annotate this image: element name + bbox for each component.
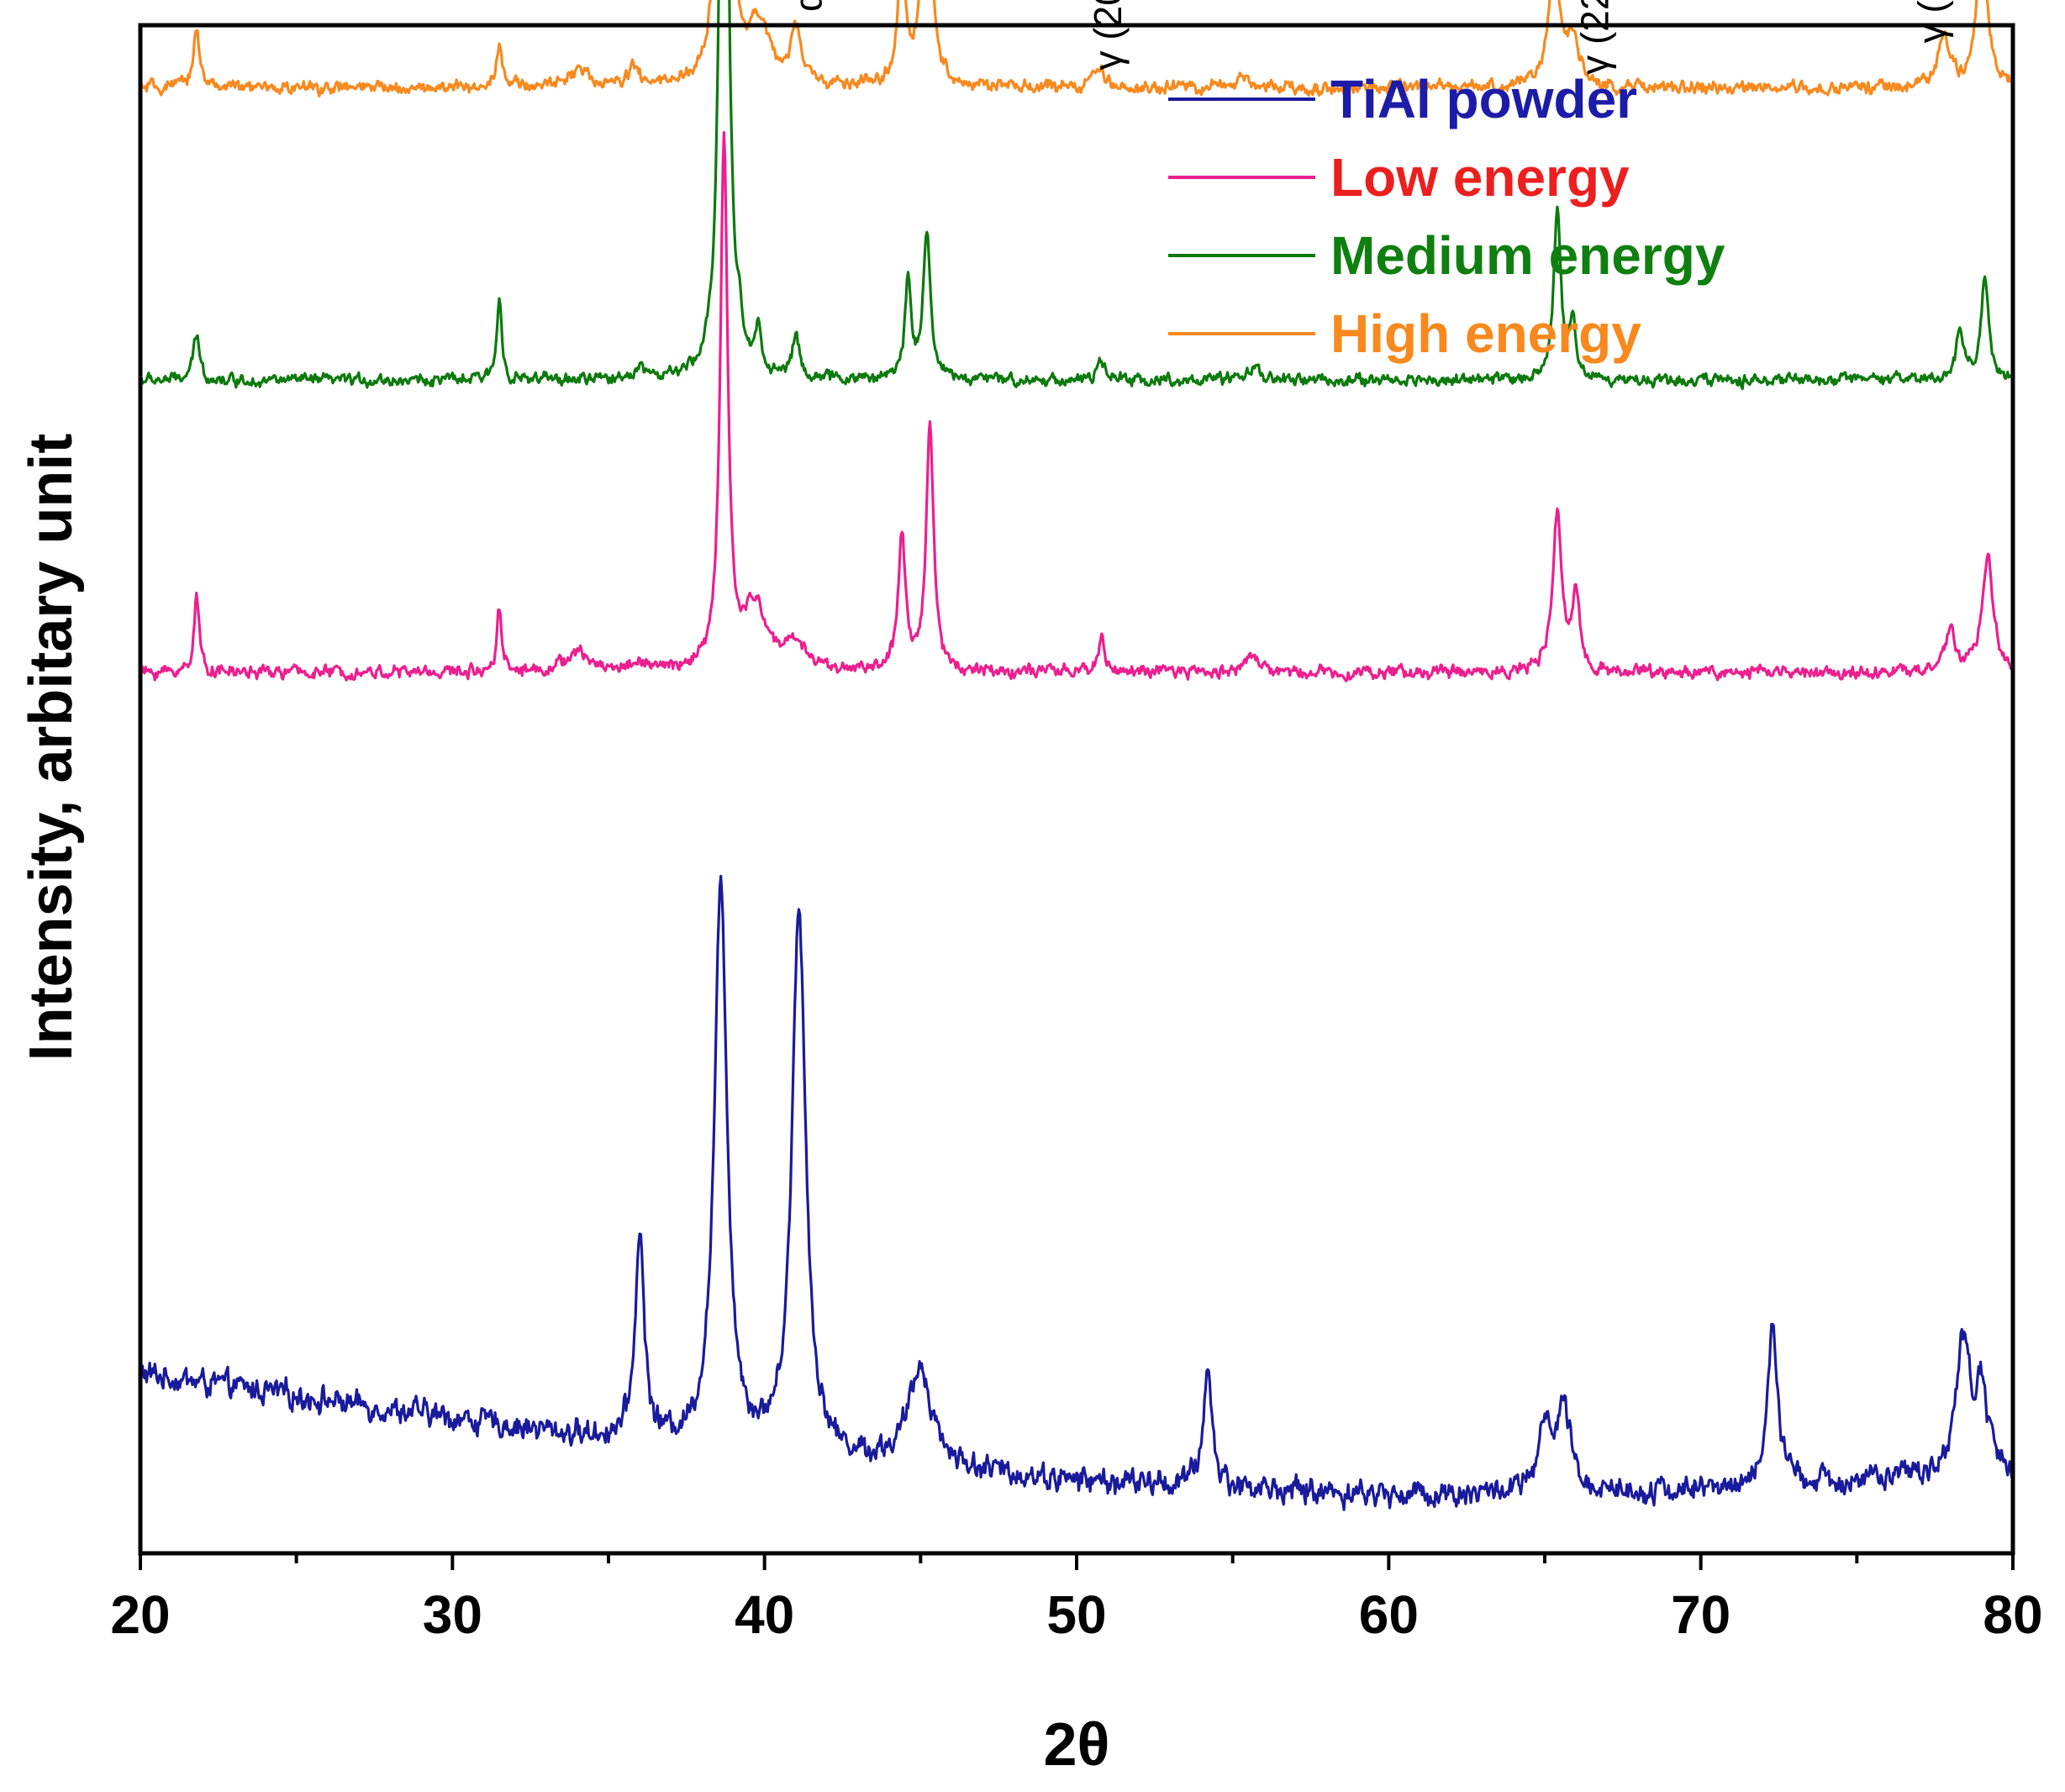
legend: TiAl powder Low energy Medium energy High e… [1168, 69, 1725, 364]
peak-annotations: γ (001)γ (110)B2 (100)α2 (200)γ (111)α2 … [787, 0, 1954, 75]
peak-annotation: γ (131) [1910, 0, 1953, 43]
x-tick-label: 80 [1983, 1584, 2042, 1645]
series-layer [139, 0, 2015, 1511]
peak-annotation: α2 (201) [787, 0, 830, 12]
series-line-tial-powder [139, 874, 2015, 1511]
x-tick-label: 70 [1671, 1584, 1730, 1645]
x-axis-title: 2θ [1044, 1711, 1110, 1779]
x-tick-label: 40 [735, 1584, 794, 1645]
x-tick-label: 60 [1359, 1584, 1419, 1645]
x-axis-ticks: 20 30 40 50 60 70 80 [110, 1553, 2043, 1645]
legend-label-low-energy: Low energy [1330, 147, 1630, 208]
peak-annotation: γ (201) [1086, 0, 1130, 70]
series-line-low-energy [139, 131, 2015, 683]
x-tick-label: 50 [1046, 1584, 1106, 1645]
peak-annotation: γ (220) [1572, 0, 1616, 75]
legend-label-high-energy: High energy [1330, 303, 1641, 364]
series-line-medium-energy [139, 0, 2015, 391]
legend-label-tial-powder: TiAl powder [1330, 69, 1637, 129]
y-axis-title: Intensity, arbitary unit [18, 434, 85, 1062]
series-line-high-energy [139, 0, 2015, 98]
x-tick-label: 30 [423, 1584, 482, 1645]
x-tick-label: 20 [110, 1584, 170, 1645]
legend-label-medium-energy: Medium energy [1330, 225, 1725, 286]
